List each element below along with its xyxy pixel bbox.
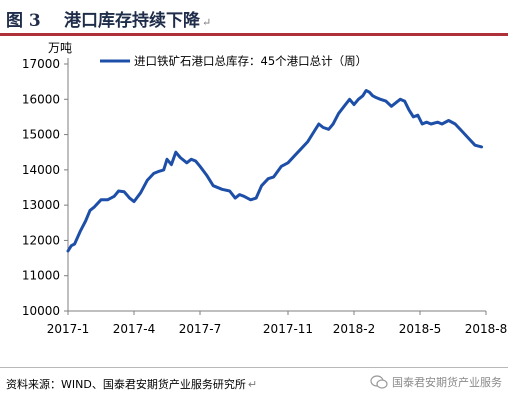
x-tick-label: 2017-4 (113, 322, 156, 336)
x-tick-label: 2017-7 (179, 322, 222, 336)
x-tick-label: 2018-2 (333, 322, 376, 336)
legend-label: 进口铁矿石港口总库存：45个港口总计（周） (134, 54, 367, 68)
y-tick-label: 17000 (22, 57, 60, 71)
source-paragraph-mark-icon: ↵ (247, 378, 258, 391)
y-tick-label: 11000 (22, 269, 60, 283)
x-tick-label: 2018-5 (399, 322, 442, 336)
wechat-icon (370, 375, 388, 389)
watermark: 国泰君安期货产业服务 (370, 374, 502, 390)
footer-divider (0, 367, 508, 368)
series-line (66, 89, 484, 253)
legend: 进口铁矿石港口总库存：45个港口总计（周） (100, 54, 367, 68)
y-axis-unit-label: 万吨 (48, 41, 72, 55)
x-axis: 2017-1 2017-4 2017-7 2017-11 2018-2 2018-5 201… (47, 310, 508, 336)
y-axis: 10000 11000 12000 13000 14000 15000 16000 17000 (22, 57, 69, 318)
y-tick-label: 12000 (22, 233, 60, 247)
figure-header: 图 3 港口库存持续下降 ↵ (0, 0, 508, 36)
figure-title: 港口库存持续下降 ↵ (64, 6, 211, 31)
figure-label: 图 3 (6, 11, 41, 31)
y-tick-label: 16000 (22, 92, 60, 106)
x-tick-label: 2017-11 (263, 322, 313, 336)
x-tick-label: 2018-8 (465, 322, 508, 336)
source-note: 资料来源：WIND、国泰君安期货产业服务研究所 ↵ (6, 376, 257, 392)
watermark-text: 国泰君安期货产业服务 (392, 376, 502, 389)
figure-title-text: 港口库存持续下降 (64, 11, 200, 31)
y-tick-label: 13000 (22, 198, 60, 212)
paragraph-mark-icon: ↵ (202, 16, 212, 29)
source-text: 资料来源：WIND、国泰君安期货产业服务研究所 (6, 378, 246, 391)
y-tick-label: 10000 (22, 304, 60, 318)
line-chart: 万吨 10000 11000 12000 13000 14000 15000 16000 17… (22, 41, 508, 336)
y-tick-label: 15000 (22, 128, 60, 142)
y-tick-label: 14000 (22, 163, 60, 177)
x-tick-label: 2017-1 (47, 322, 90, 336)
